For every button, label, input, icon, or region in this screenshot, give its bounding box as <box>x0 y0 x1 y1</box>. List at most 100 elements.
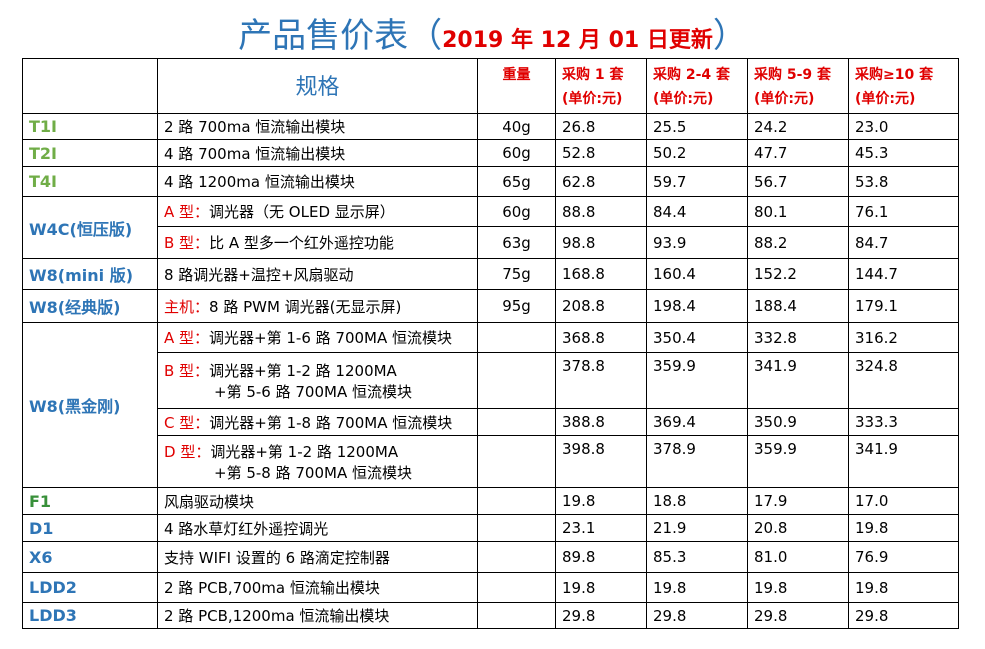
table-row: T2I 4 路 700ma 恒流输出模块 60g 52.8 50.2 47.7 45.3 <box>22 139 959 167</box>
price: 188.4 <box>747 289 849 323</box>
weight <box>477 541 556 573</box>
price: 17.9 <box>747 487 849 515</box>
spec-line: 2 路 PCB,1200ma 恒流输出模块 <box>164 607 390 625</box>
price: 18.8 <box>646 487 748 515</box>
header-line: 采购 1 套 <box>562 67 624 83</box>
title-date: 2019 年 12 月 01 日更新 <box>442 28 713 53</box>
spec-line: 2 路 700ma 恒流输出模块 <box>164 118 346 136</box>
price: 93.9 <box>646 226 748 259</box>
table-row: D1 4 路水草灯红外遥控调光 23.1 21.9 20.8 19.8 <box>22 514 959 542</box>
table-row: LDD2 2 路 PCB,700ma 恒流输出模块 19.8 19.8 19.8 19.8 <box>22 572 959 603</box>
header-line: (单价:元) <box>653 91 714 107</box>
weight <box>477 352 556 409</box>
spec-prefix: B 型： <box>164 234 210 252</box>
header-line: 采购 2-4 套 <box>653 67 731 83</box>
price: 160.4 <box>646 258 748 290</box>
weight <box>477 322 556 353</box>
price: 144.7 <box>848 258 959 290</box>
header-price: 采购 2-4 套 (单价:元) <box>646 58 748 114</box>
model: D1 <box>22 514 158 542</box>
spec-prefix: 主机： <box>164 297 210 316</box>
price: 368.8 <box>555 322 647 353</box>
price: 29.8 <box>646 602 748 629</box>
price: 17.0 <box>848 487 959 515</box>
price: 359.9 <box>747 435 849 488</box>
spec-prefix: B 型： <box>164 361 210 380</box>
weight <box>477 572 556 603</box>
table-row: T4I 4 路 1200ma 恒流输出模块 65g 62.8 59.7 56.7 53.8 <box>22 166 959 197</box>
weight <box>477 435 556 488</box>
weight <box>477 602 556 629</box>
spec-line: 4 路 1200ma 恒流输出模块 <box>164 173 355 191</box>
model: W8(经典版) <box>22 289 158 323</box>
header-line: 采购≥10 套 <box>855 67 934 83</box>
price: 388.8 <box>555 408 647 436</box>
price: 378.9 <box>646 435 748 488</box>
table-row: D 型：调光器+第 1-2 路 1200MA +第 5-8 路 700MA 恒流模… <box>23 435 959 488</box>
model: W8(黑金刚) <box>22 322 158 488</box>
price: 50.2 <box>646 139 748 167</box>
price: 80.1 <box>747 196 849 227</box>
table-row: W4C(恒压版) A 型：调光器（无 OLED 显示屏） 60g 88.8 84.4 80… <box>22 196 959 259</box>
spec-line: 比 A 型多一个红外遥控功能 <box>209 234 394 252</box>
table-row: F1 风扇驱动模块 19.8 18.8 17.9 17.0 <box>22 487 959 515</box>
price: 19.8 <box>848 514 959 542</box>
spec: 支持 WIFI 设置的 6 路滴定控制器 <box>157 541 478 573</box>
price: 19.8 <box>646 572 748 603</box>
price: 98.8 <box>555 226 647 259</box>
price: 24.2 <box>747 113 849 140</box>
price: 359.9 <box>646 352 748 409</box>
spec: 4 路水草灯红外遥控调光 <box>157 514 478 542</box>
price: 88.8 <box>555 196 647 227</box>
price: 378.8 <box>555 352 647 409</box>
spec: 2 路 PCB,700ma 恒流输出模块 <box>157 572 478 603</box>
price: 398.8 <box>555 435 647 488</box>
header-row: 规格 重量 采购 1 套 (单价:元) 采购 2-4 套 (单价:元) 采购 5-9 套 (单… <box>22 58 959 114</box>
price: 84.7 <box>848 226 959 259</box>
model: W8(mini 版) <box>22 258 158 290</box>
price: 56.7 <box>747 166 849 197</box>
price: 21.9 <box>646 514 748 542</box>
spec-prefix: A 型： <box>164 203 210 221</box>
spec-prefix: D 型： <box>164 442 211 461</box>
spec: 4 路 700ma 恒流输出模块 <box>157 139 478 167</box>
spec: 2 路 700ma 恒流输出模块 <box>157 113 478 140</box>
table-row: W8(黑金刚) A 型：调光器+第 1-6 路 700MA 恒流模块 368.8 35… <box>22 322 959 488</box>
table-row: X6 支持 WIFI 设置的 6 路滴定控制器 89.8 85.3 81.0 76.9 <box>22 541 959 573</box>
weight: 60g <box>477 196 556 227</box>
header-line: (单价:元) <box>562 91 623 107</box>
price: 47.7 <box>747 139 849 167</box>
spec-line: 风扇驱动模块 <box>164 492 255 511</box>
price: 19.8 <box>555 487 647 515</box>
weight: 65g <box>477 166 556 197</box>
spec: A 型：调光器+第 1-6 路 700MA 恒流模块 <box>157 322 478 353</box>
price: 85.3 <box>646 541 748 573</box>
table-row: W8(mini 版) 8 路调光器+温控+风扇驱动 75g 168.8 160.4 152… <box>22 258 959 290</box>
spec-line: +第 5-6 路 700MA 恒流模块 <box>214 382 412 401</box>
price: 332.8 <box>747 322 849 353</box>
weight: 40g <box>477 113 556 140</box>
spec-line: 调光器（无 OLED 显示屏） <box>209 203 395 221</box>
price: 89.8 <box>555 541 647 573</box>
model: X6 <box>22 541 158 573</box>
spec-line: 8 路 PWM 调光器(无显示屏) <box>209 297 402 316</box>
model: T2I <box>22 139 158 167</box>
price: 25.5 <box>646 113 748 140</box>
spec-line: 4 路 700ma 恒流输出模块 <box>164 144 346 163</box>
spec-line: 调光器+第 1-8 路 700MA 恒流模块 <box>209 413 453 432</box>
price: 52.8 <box>555 139 647 167</box>
model: W4C(恒压版) <box>22 196 158 259</box>
price: 324.8 <box>848 352 959 409</box>
model: T4I <box>22 166 158 197</box>
spec-line: 调光器+第 1-6 路 700MA 恒流模块 <box>209 329 453 347</box>
title-tail: ） <box>712 16 747 56</box>
table-row: W8(经典版) 主机：8 路 PWM 调光器(无显示屏) 95g 208.8 198.4… <box>22 289 959 323</box>
spec: 4 路 1200ma 恒流输出模块 <box>157 166 478 197</box>
header-price: 采购 1 套 (单价:元) <box>555 58 647 114</box>
price-table: 规格 重量 采购 1 套 (单价:元) 采购 2-4 套 (单价:元) 采购 5-9 套 (单… <box>22 58 959 629</box>
header-line: (单价:元) <box>855 91 916 107</box>
spec: 风扇驱动模块 <box>157 487 478 515</box>
spec-line: 调光器+第 1-2 路 1200MA <box>209 361 397 380</box>
weight: 95g <box>477 289 556 323</box>
spec-line: 支持 WIFI 设置的 6 路滴定控制器 <box>164 548 390 567</box>
